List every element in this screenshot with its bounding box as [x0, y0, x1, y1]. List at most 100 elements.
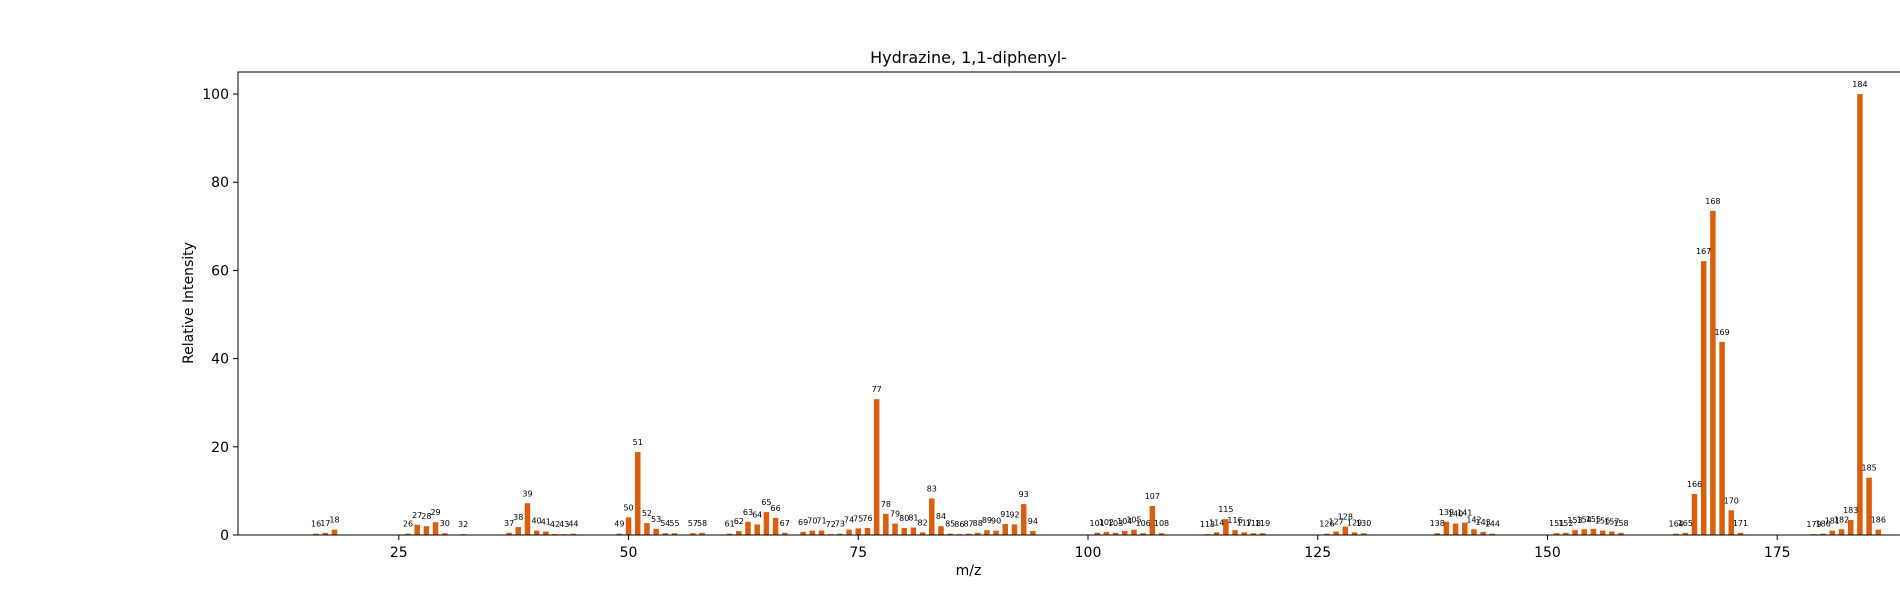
- bar-mz-78: [883, 513, 889, 535]
- bar-label-mz-152: 152: [1558, 519, 1573, 528]
- bar-mz-75: [855, 528, 862, 535]
- bar-mz-166: [1691, 493, 1698, 535]
- bar-mz-152: [1563, 532, 1569, 535]
- bar-label-mz-63: 63: [743, 508, 753, 517]
- bar-label-mz-52: 52: [642, 509, 652, 518]
- bar-mz-50: [625, 517, 632, 535]
- bar-label-mz-170: 170: [1724, 496, 1739, 505]
- bar-label-mz-115: 115: [1218, 505, 1233, 514]
- bar-mz-138: [1434, 533, 1440, 535]
- bar-label-mz-61: 61: [725, 520, 735, 529]
- bar-label-mz-101: 101: [1090, 519, 1105, 528]
- bar-mz-103: [1112, 532, 1119, 535]
- y-axis: 0 20 40 60 80 100: [202, 87, 238, 544]
- bar-label-mz-180: 180: [1816, 520, 1831, 529]
- bar-mz-16: [313, 533, 319, 535]
- x-tick-label-75: 75: [849, 545, 867, 561]
- chart-title: Hydrazine, 1,1-diphenyl-: [870, 48, 1067, 67]
- bar-mz-73: [837, 533, 843, 535]
- bar-label-mz-158: 158: [1613, 519, 1628, 528]
- bar-mz-88: [974, 532, 981, 535]
- bar-mz-105: [1131, 529, 1137, 535]
- bar-label-mz-51: 51: [633, 438, 643, 447]
- bar-label-mz-155: 155: [1586, 515, 1601, 524]
- bar-label-mz-143: 143: [1476, 518, 1491, 527]
- bar-label-mz-18: 18: [329, 516, 339, 525]
- bar-label-mz-30: 30: [440, 519, 450, 528]
- bar-label-mz-185: 185: [1861, 464, 1876, 473]
- x-axis: 25 50 75 100 125 150 175: [390, 535, 1791, 561]
- bar-mz-49: [616, 533, 623, 535]
- bar-mz-65: [763, 512, 770, 535]
- bar-label-mz-16: 16: [311, 520, 321, 529]
- bar-mz-64: [754, 524, 760, 535]
- bar-mz-18: [331, 529, 338, 535]
- bar-mz-38: [515, 527, 522, 535]
- bar-mz-114: [1213, 532, 1220, 535]
- bar-label-mz-67: 67: [780, 519, 790, 528]
- bar-label-mz-84: 84: [936, 512, 946, 521]
- bar-label-mz-43: 43: [559, 520, 569, 529]
- bar-label-mz-53: 53: [651, 515, 661, 524]
- x-tick-label-25: 25: [390, 545, 408, 561]
- bar-mz-54: [662, 533, 669, 535]
- bar-mz-28: [423, 526, 430, 535]
- bar-mz-27: [414, 524, 420, 535]
- bar-label-mz-139: 139: [1439, 508, 1454, 517]
- bar-mz-51: [634, 452, 641, 535]
- x-axis-label: m/z: [956, 563, 982, 579]
- bar-mz-155: [1590, 528, 1597, 535]
- bar-label-mz-38: 38: [513, 513, 523, 522]
- bar-label-mz-104: 104: [1117, 517, 1132, 526]
- bars-layer: [313, 94, 1882, 536]
- bar-mz-83: [929, 498, 935, 535]
- y-tick-label-40: 40: [211, 352, 229, 368]
- bar-label-mz-102: 102: [1099, 518, 1114, 527]
- bar-mz-164: [1673, 533, 1679, 535]
- bar-mz-44: [570, 533, 577, 535]
- bar-mz-168: [1710, 210, 1716, 535]
- bar-label-mz-86: 86: [954, 520, 964, 529]
- bar-mz-58: [699, 532, 705, 535]
- bar-label-mz-41: 41: [541, 517, 551, 526]
- y-tick-label-100: 100: [202, 87, 229, 103]
- bar-label-mz-166: 166: [1687, 480, 1702, 489]
- x-tick-label-150: 150: [1534, 545, 1561, 561]
- bar-label-mz-82: 82: [918, 518, 928, 527]
- bar-label-mz-126: 126: [1319, 520, 1334, 529]
- bar-label-mz-49: 49: [614, 520, 624, 529]
- bar-mz-70: [809, 530, 816, 535]
- bar-mz-130: [1360, 533, 1367, 535]
- bar-label-mz-42: 42: [550, 520, 560, 529]
- bar-label-mz-141: 141: [1457, 509, 1472, 518]
- bar-label-mz-94: 94: [1028, 517, 1038, 526]
- bar-label-mz-70: 70: [807, 517, 817, 526]
- bar-mz-26: [405, 533, 411, 535]
- bar-mz-29: [432, 522, 439, 535]
- bar-label-mz-40: 40: [532, 517, 542, 526]
- bar-label-mz-37: 37: [504, 519, 514, 528]
- y-tick-label-60: 60: [211, 263, 229, 279]
- bar-mz-104: [1122, 531, 1128, 535]
- bar-label-mz-142: 142: [1466, 515, 1481, 524]
- y-tick-label-20: 20: [211, 440, 229, 456]
- bar-mz-186: [1875, 529, 1882, 535]
- bar-label-mz-154: 154: [1577, 515, 1592, 524]
- bar-mz-107: [1149, 505, 1156, 535]
- bar-label-mz-113: 113: [1200, 520, 1215, 529]
- bar-mz-141: [1462, 522, 1468, 535]
- bar-label-mz-106: 106: [1136, 519, 1151, 528]
- bar-label-mz-92: 92: [1009, 510, 1019, 519]
- bar-mz-66: [772, 517, 779, 535]
- bar-label-mz-88: 88: [973, 519, 983, 528]
- bar-label-mz-171: 171: [1733, 519, 1748, 528]
- bar-label-mz-32: 32: [458, 520, 468, 529]
- bar-mz-40: [533, 530, 540, 535]
- bar-mz-156: [1599, 530, 1606, 535]
- bar-mz-39: [524, 503, 531, 535]
- bar-label-mz-93: 93: [1019, 490, 1029, 499]
- bar-label-mz-108: 108: [1154, 519, 1169, 528]
- bar-mz-91: [1002, 523, 1009, 535]
- bar-mz-94: [1030, 531, 1036, 535]
